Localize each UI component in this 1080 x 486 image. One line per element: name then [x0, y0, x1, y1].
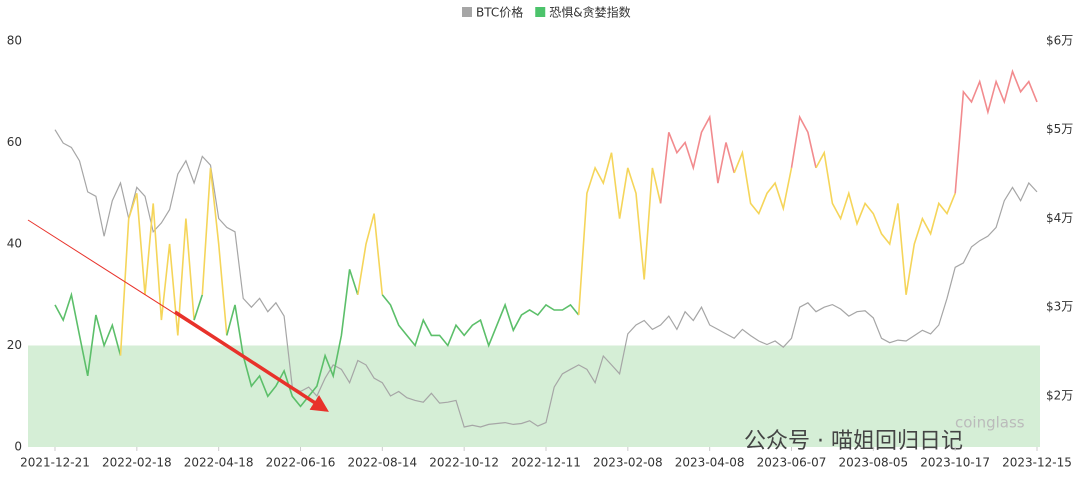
- y-tick-label: 20: [7, 338, 22, 352]
- index-line: [226, 269, 359, 408]
- index-line: [119, 193, 195, 356]
- index-line: [193, 294, 204, 321]
- index-line: [381, 294, 580, 348]
- watermark-brand: coinglass: [955, 414, 1025, 432]
- x-tick-label: 2023-06-07: [757, 456, 827, 470]
- index-line: [577, 152, 662, 316]
- x-tick-label: 2022-06-16: [266, 456, 336, 470]
- x-tick-label: 2022-04-18: [184, 456, 254, 470]
- line-layer: [54, 68, 1038, 428]
- y2-tick-label: $2万: [1046, 388, 1073, 402]
- x-tick-label: 2022-08-14: [347, 456, 417, 470]
- band-layer: [28, 345, 1040, 447]
- index-line: [733, 149, 793, 216]
- y2-tick-label: $5万: [1046, 122, 1073, 136]
- watermark: 公众号 · 喵姐回归日记: [744, 429, 963, 454]
- y-tick-label: 40: [7, 237, 22, 251]
- index-line: [954, 68, 1038, 194]
- index-line: [201, 167, 228, 336]
- legend-label: BTC价格: [476, 5, 523, 20]
- y-tick-label: 60: [7, 135, 22, 149]
- x-tick-label: 2022-10-12: [429, 456, 499, 470]
- index-line: [357, 213, 384, 295]
- x-tick-label: 2023-12-15: [1002, 456, 1072, 470]
- x-tick-label: 2022-12-11: [511, 456, 581, 470]
- index-line: [815, 150, 956, 295]
- y2-tick-label: $4万: [1046, 211, 1073, 225]
- legend-swatch: [535, 7, 546, 17]
- x-tick-label: 2023-02-08: [593, 456, 663, 470]
- x-tick-label: 2023-08-05: [838, 456, 908, 470]
- index-line: [54, 291, 122, 377]
- index-line: [790, 114, 817, 169]
- legend-swatch: [462, 7, 472, 17]
- y2-tick-label: $3万: [1046, 300, 1073, 314]
- legend-label: 恐惧&贪婪指数: [549, 5, 630, 20]
- x-tick-label: 2022-02-18: [102, 456, 172, 470]
- price-line: [54, 129, 1038, 428]
- x-tick-label: 2023-10-17: [920, 456, 990, 470]
- y-tick-label: 0: [14, 440, 22, 454]
- shaded-band: [28, 345, 1040, 447]
- x-tick-label: 2023-04-08: [675, 456, 745, 470]
- y2-tick-label: $6万: [1046, 34, 1073, 48]
- arrow: [174, 310, 329, 412]
- x-tick-label: 2021-12-21: [20, 456, 90, 470]
- y-tick-label: 80: [7, 34, 22, 48]
- index-line: [659, 114, 735, 204]
